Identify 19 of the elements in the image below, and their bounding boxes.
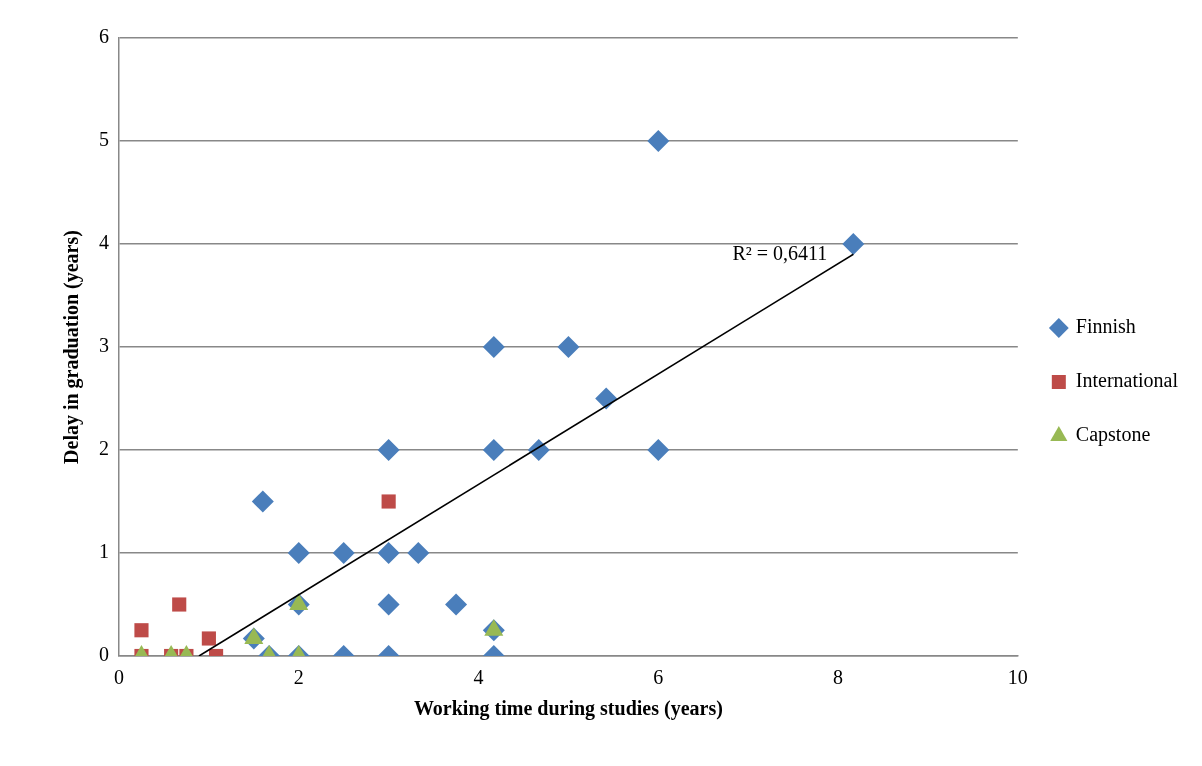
x-axis-title: Working time during studies (years) bbox=[413, 697, 723, 721]
y-tick-label: 6 bbox=[99, 25, 109, 48]
legend-label: Capstone bbox=[1075, 423, 1151, 447]
x-tick-label: 2 bbox=[293, 666, 304, 689]
x-tick-label: 6 bbox=[653, 666, 664, 689]
y-tick-label: 2 bbox=[99, 437, 109, 460]
y-axis-title: Delay in graduation (years) bbox=[60, 230, 84, 464]
x-tick-label: 10 bbox=[1007, 666, 1028, 689]
y-tick-label: 5 bbox=[99, 128, 109, 151]
y-tick-label: 4 bbox=[99, 231, 109, 254]
annotation: R² = 0,6411 bbox=[732, 241, 828, 264]
y-tick-label: 0 bbox=[99, 643, 109, 666]
x-tick-label: 8 bbox=[833, 666, 844, 689]
x-tick-label: 0 bbox=[114, 666, 124, 689]
legend-label: International bbox=[1075, 369, 1179, 392]
x-tick-label: 4 bbox=[473, 666, 484, 689]
y-tick-label: 3 bbox=[99, 334, 109, 357]
legend-label: Finnish bbox=[1075, 315, 1136, 338]
y-tick-label: 1 bbox=[99, 540, 109, 563]
